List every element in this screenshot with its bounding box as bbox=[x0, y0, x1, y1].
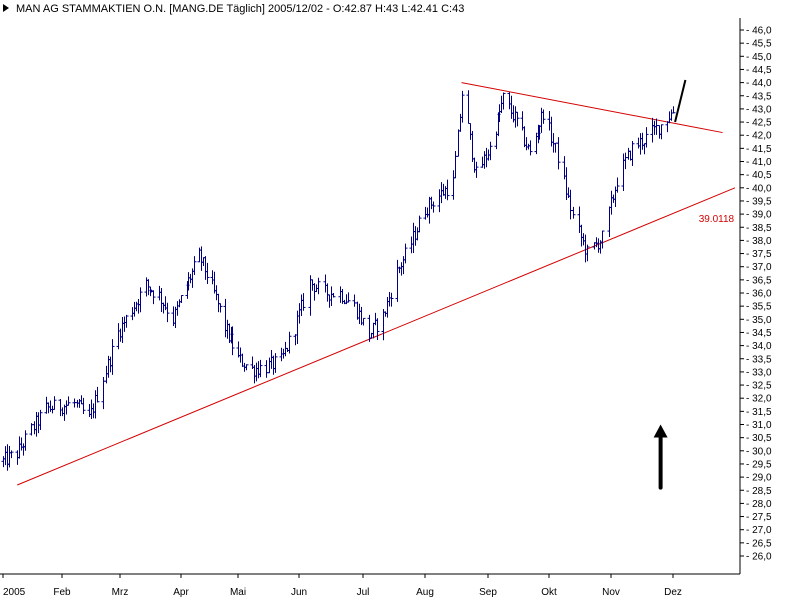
y-tick-label: - 34,0 bbox=[746, 341, 772, 352]
ohlc-bars-layer bbox=[1, 90, 676, 471]
y-tick-label: - 45,0 bbox=[746, 52, 772, 63]
y-tick-label: - 29,5 bbox=[746, 459, 772, 470]
y-tick-label: - 29,0 bbox=[746, 473, 772, 484]
forecast-line bbox=[674, 79, 687, 123]
x-tick-label: 2005 bbox=[3, 587, 26, 598]
x-tick-label: Jul bbox=[357, 587, 370, 598]
y-axis: - 26,0 - 26,5 - 27,0 - 27,5 - 28,0 - 28,5 - 29… bbox=[739, 18, 772, 574]
y-tick-label: - 46,0 bbox=[746, 26, 772, 37]
y-tick-label: - 31,0 bbox=[746, 420, 772, 431]
y-tick-label: - 42,0 bbox=[746, 131, 772, 142]
trendline-value-label: 39.0118 bbox=[699, 214, 735, 225]
x-tick-label: Feb bbox=[53, 587, 71, 598]
y-tick-label: - 26,0 bbox=[746, 552, 772, 563]
y-tick-label: - 38,0 bbox=[746, 236, 772, 247]
y-tick-label: - 37,0 bbox=[746, 262, 772, 273]
y-tick-label: - 35,5 bbox=[746, 302, 772, 313]
x-tick-label: Jun bbox=[291, 587, 307, 598]
x-tick-label: Sep bbox=[479, 587, 497, 598]
x-tick-label: Nov bbox=[602, 587, 620, 598]
x-tick-label: Aug bbox=[416, 587, 434, 598]
y-tick-label: - 26,5 bbox=[746, 538, 772, 549]
y-tick-label: - 42,5 bbox=[746, 118, 772, 129]
arrow-up-icon bbox=[653, 424, 668, 438]
plot-area bbox=[0, 18, 740, 574]
trendline bbox=[461, 82, 723, 134]
chart-header: MAN AG STAMMAKTIEN O.N. [MANG.DE Täglich… bbox=[3, 3, 464, 15]
x-tick-label: Okt bbox=[541, 587, 557, 598]
y-tick-label: - 33,5 bbox=[746, 354, 772, 365]
y-tick-label: - 40,0 bbox=[746, 183, 772, 194]
y-tick-label: - 31,5 bbox=[746, 407, 772, 418]
plot-background bbox=[0, 18, 740, 574]
x-tick-label: Apr bbox=[173, 587, 189, 598]
y-tick-label: - 32,5 bbox=[746, 381, 772, 392]
y-tick-label: - 28,5 bbox=[746, 486, 772, 497]
y-tick-label: - 27,5 bbox=[746, 512, 772, 523]
trendlines-layer bbox=[17, 79, 736, 486]
y-tick-label: - 36,5 bbox=[746, 275, 772, 286]
y-tick-label: - 41,5 bbox=[746, 144, 772, 155]
y-tick-label: - 43,5 bbox=[746, 91, 772, 102]
x-tick-label: Mai bbox=[230, 587, 246, 598]
y-tick-label: - 27,0 bbox=[746, 525, 772, 536]
y-tick-label: - 33,0 bbox=[746, 367, 772, 378]
y-tick-label: - 37,5 bbox=[746, 249, 772, 260]
y-tick-label: - 39,5 bbox=[746, 196, 772, 207]
y-tick-label: - 38,5 bbox=[746, 223, 772, 234]
y-tick-label: - 44,5 bbox=[746, 65, 772, 76]
y-tick-label: - 28,0 bbox=[746, 499, 772, 510]
y-tick-label: - 45,5 bbox=[746, 39, 772, 50]
x-tick-label: Dez bbox=[664, 587, 682, 598]
y-tick-label: - 30,0 bbox=[746, 446, 772, 457]
y-tick-label: - 34,5 bbox=[746, 328, 772, 339]
y-tick-label: - 40,5 bbox=[746, 170, 772, 181]
chart-title: MAN AG STAMMAKTIEN O.N. [MANG.DE Täglich… bbox=[16, 3, 464, 15]
annotations-layer: 39.0118 bbox=[653, 214, 735, 490]
y-tick-label: - 32,0 bbox=[746, 394, 772, 405]
triangle-right-icon[interactable] bbox=[3, 4, 9, 12]
y-tick-label: - 39,0 bbox=[746, 210, 772, 221]
y-tick-label: - 44,0 bbox=[746, 78, 772, 89]
y-tick-label: - 35,0 bbox=[746, 315, 772, 326]
y-tick-label: - 43,0 bbox=[746, 104, 772, 115]
y-tick-label: - 30,5 bbox=[746, 433, 772, 444]
y-tick-label: - 41,0 bbox=[746, 157, 772, 168]
y-tick-label: - 36,0 bbox=[746, 289, 772, 300]
x-tick-label: Mrz bbox=[112, 587, 129, 598]
x-axis: 2005 Feb Mrz Apr Mai Jun Jul Aug Sep Okt Nov Dez bbox=[0, 573, 740, 598]
trendline bbox=[17, 187, 736, 486]
